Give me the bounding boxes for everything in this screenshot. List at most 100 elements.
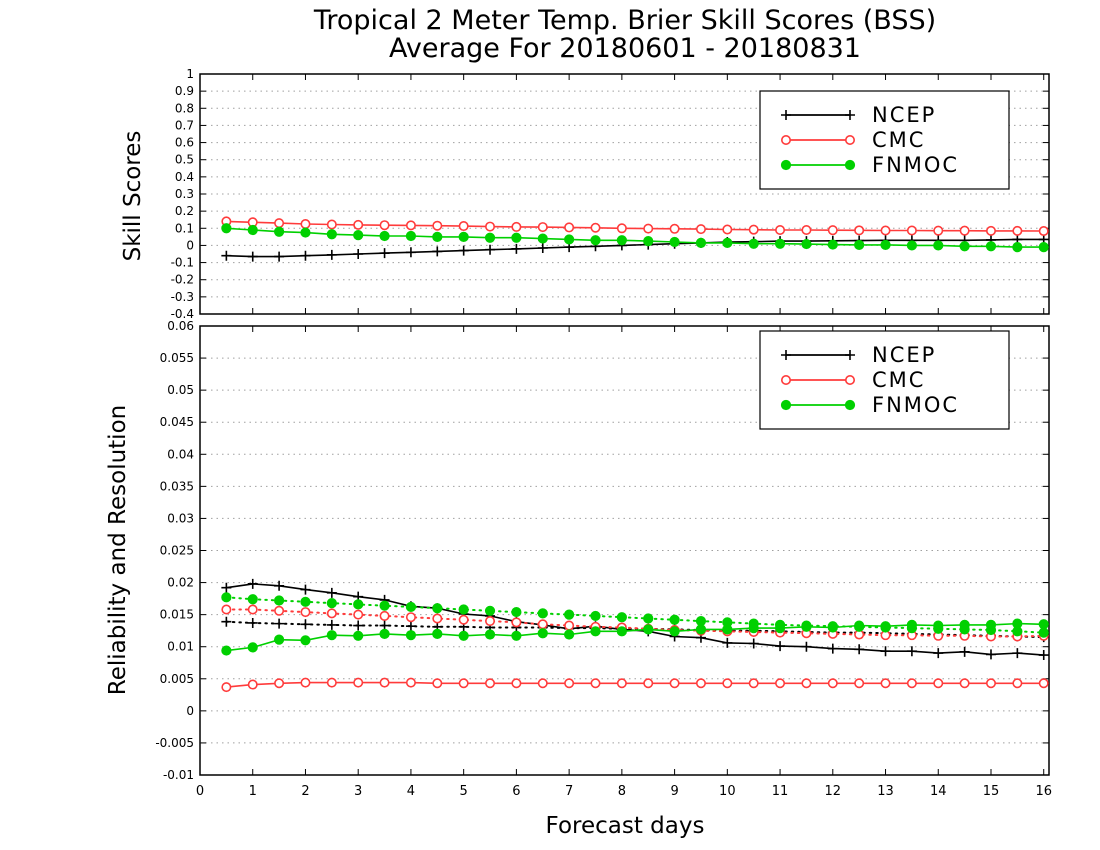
bottom-ncep-point (1012, 648, 1023, 659)
bottom-cmc-point (854, 678, 865, 689)
top-fnmoc-point (273, 226, 285, 237)
bottom-ncep-point (274, 580, 285, 591)
bottom-fnmoc-dotted-point (906, 623, 917, 634)
chart-title-line1: Tropical 2 Meter Temp. Brier Skill Score… (313, 5, 936, 36)
bottom-ncep-point (959, 646, 970, 657)
bottom-cmc-dotted-point (405, 612, 416, 623)
bottom-ncep-point (300, 584, 311, 595)
top-ncep-point (353, 249, 364, 259)
bottom-cmc-point (247, 679, 258, 690)
top-cmc-point (564, 222, 575, 233)
bottom-ncep-point (801, 641, 812, 652)
bottom-cmc-dotted-point (379, 610, 390, 621)
top-fnmoc-point (458, 231, 469, 242)
top-cmc-point (590, 222, 601, 233)
bottom-fnmoc-dotted-point (273, 595, 285, 606)
top-y-tick-label: -0.3 (171, 290, 194, 304)
bottom-y-tick-label: 0.04 (167, 447, 194, 461)
top-legend-fnmoc-label: FNMOC (872, 153, 959, 177)
x-tick-label: 4 (407, 784, 415, 799)
top-y-tick-label: 0.9 (175, 84, 194, 98)
bottom-fnmoc-dotted-point (985, 624, 997, 636)
bottom-ncep-dotted-point (300, 619, 311, 630)
bottom-legend-ncep-marker (781, 350, 791, 360)
top-y-tick-label: -0.4 (171, 307, 194, 321)
bottom-cmc-point (458, 678, 469, 689)
top-cmc-point (748, 224, 759, 235)
bottom-cmc-point (933, 678, 944, 689)
bottom-fnmoc-dotted-point (880, 622, 891, 633)
top-fnmoc-point (933, 240, 944, 251)
x-tick-label: 6 (512, 784, 520, 799)
top-legend-cmc-label: CMC (872, 128, 925, 152)
top-cmc-point (1012, 225, 1023, 236)
bottom-fnmoc-dotted-point (537, 608, 548, 619)
bottom-cmc-dotted-point (458, 614, 469, 625)
x-tick-label: 0 (196, 784, 204, 799)
top-ncep-point (274, 251, 285, 262)
bottom-fnmoc-dotted-point (722, 617, 733, 628)
reliability-resolution-panel: -0.01 -0.005 0 0.005 0.01 0.015 0.02 0.025 0.03 0… (155, 319, 1052, 799)
bottom-cmc-point (432, 678, 443, 689)
top-fnmoc-point (432, 231, 443, 242)
bottom-fnmoc-point (564, 629, 575, 640)
x-tick-label: 8 (618, 784, 626, 799)
bottom-fnmoc-point (300, 635, 311, 646)
bottom-y-tick-label: 0.03 (167, 511, 194, 525)
bottom-fnmoc-dotted-point (458, 604, 469, 615)
top-y-tick-label: -0.1 (171, 256, 194, 270)
top-cmc-point (353, 219, 364, 230)
bottom-fnmoc-dotted-point (379, 600, 390, 611)
bottom-cmc-point (906, 678, 917, 689)
bottom-fnmoc-point (695, 624, 707, 635)
top-fnmoc-point (643, 236, 654, 247)
bottom-legend-fnmoc-label: FNMOC (872, 393, 959, 417)
top-cmc-point (801, 225, 812, 236)
bottom-y-tick-label: -0.01 (163, 768, 194, 782)
bottom-ncep-point (1038, 650, 1049, 661)
top-cmc-point (458, 221, 469, 232)
x-tick-label: 10 (719, 784, 736, 799)
top-fnmoc-point (511, 232, 522, 243)
bottom-legend-fnmoc-marker (780, 399, 792, 411)
bottom-fnmoc-dotted-point (774, 619, 786, 631)
bottom-ncep-point (748, 638, 759, 649)
bottom-y-axis-label: Reliability and Resolution (105, 405, 131, 695)
bottom-cmc-point (274, 678, 285, 689)
bottom-cmc-dotted-point (247, 604, 258, 615)
top-cmc-point (537, 222, 548, 233)
x-tick-label: 2 (301, 784, 309, 799)
top-cmc-point (827, 225, 838, 236)
top-cmc-point (326, 219, 337, 230)
bottom-y-tick-label: 0.015 (160, 608, 194, 622)
bottom-ncep-point (221, 582, 232, 593)
top-cmc-point (933, 225, 944, 236)
bottom-cmc-dotted-point (300, 607, 311, 618)
bottom-cmc-point (695, 678, 706, 689)
top-y-tick-label: 0.3 (175, 187, 194, 201)
x-tick-label: 15 (983, 784, 1000, 799)
bottom-fnmoc-dotted-point (854, 621, 865, 632)
top-ncep-point (432, 246, 443, 257)
top-cmc-point (695, 224, 706, 235)
top-legend-fnmoc-marker (844, 159, 856, 171)
bottom-cmc-point (326, 677, 337, 688)
bottom-y-tick-label: 0.005 (160, 672, 194, 686)
bottom-fnmoc-dotted-point (959, 624, 970, 635)
top-cmc-point (616, 223, 627, 234)
top-cmc-point (643, 223, 654, 234)
bottom-fnmoc-dotted-point (933, 623, 944, 634)
bottom-y-tick-label: 0.02 (167, 576, 194, 590)
bottom-ncep-dotted-point (405, 621, 416, 632)
top-fnmoc-point (300, 227, 311, 238)
top-y-tick-label: 0.4 (175, 170, 194, 184)
bottom-y-tick-label: 0 (186, 704, 194, 718)
bottom-ncep-dotted-point (353, 620, 364, 631)
top-fnmoc-point (774, 238, 786, 249)
top-ncep-point (405, 247, 416, 258)
top-fnmoc-point (722, 237, 733, 248)
top-fnmoc-point (695, 237, 707, 248)
bottom-y-tick-label: 0.055 (160, 351, 194, 365)
